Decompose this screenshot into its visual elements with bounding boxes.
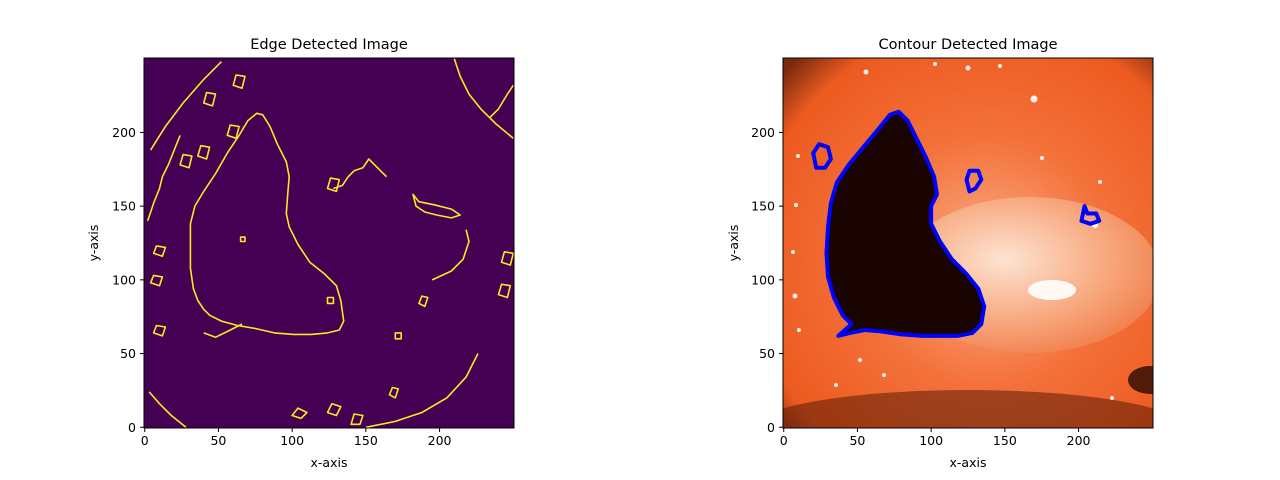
ytick-label: 150 — [751, 199, 775, 214]
edge-right-small-2 — [497, 283, 512, 299]
edge-central-region-notch — [203, 323, 243, 339]
contour-center-spot-contour — [964, 168, 984, 194]
edge-top-small-2 — [326, 402, 342, 417]
edge-right-blob-upper — [431, 229, 470, 281]
contour-panel-ylabel: y-axis — [726, 225, 741, 262]
edge-panel: Edge Detected Image 0 50 100 150 200 0 50 100 15… — [86, 37, 515, 470]
edge-bottom-right-arc — [453, 58, 514, 139]
edge-panel-title: Edge Detected Image — [250, 37, 408, 53]
contour-lumen-contour — [824, 109, 987, 338]
contour-left-spot-contour — [811, 142, 833, 170]
edge-top-small-3 — [350, 413, 364, 426]
edge-top-right-small-1 — [388, 386, 400, 399]
edge-left-small-2 — [149, 274, 164, 287]
xtick-label: 50 — [210, 433, 226, 448]
xtick-label: 100 — [280, 433, 304, 448]
edge-left-small-3 — [152, 245, 167, 258]
tissue-highlight — [1028, 280, 1076, 300]
contour-panel-xlabel: x-axis — [950, 455, 987, 470]
edge-inner-spot — [239, 236, 246, 243]
edge-right-blob-lower — [412, 193, 461, 219]
contour-right-spot-contour — [1079, 204, 1102, 226]
edge-bottom-small-2 — [232, 74, 246, 89]
edge-left-edge-chain — [146, 135, 181, 222]
edge-central-region-outline — [189, 112, 345, 336]
xtick-label: 0 — [141, 433, 149, 448]
edge-left-small-4 — [179, 153, 193, 169]
contour-panel: Contour Detected Image 0 50 100 150 200 0 50 10… — [726, 37, 1154, 470]
edge-bottom-small-1 — [202, 91, 217, 107]
edge-left-small-5 — [197, 144, 211, 160]
ytick-label: 100 — [112, 272, 136, 287]
ytick-label: 0 — [128, 420, 136, 435]
ytick-label: 200 — [751, 125, 775, 140]
edge-left-small-6 — [226, 124, 240, 140]
lumen-dark-region — [826, 111, 985, 336]
xtick-label: 150 — [993, 433, 1017, 448]
contour-panel-ticks: 0 50 100 150 200 0 50 100 150 200 — [751, 125, 1090, 448]
edge-image-background — [144, 58, 514, 428]
xtick-label: 100 — [919, 433, 943, 448]
edge-right-small-1 — [418, 295, 429, 308]
ytick-label: 50 — [759, 346, 775, 361]
ytick-label: 100 — [751, 272, 775, 287]
ytick-label: 0 — [767, 420, 775, 435]
edge-mid-bottom-fragment — [333, 158, 388, 190]
edge-panel-xlabel: x-axis — [311, 455, 348, 470]
edge-top-left-arc — [148, 391, 187, 428]
edge-top-right-small-2 — [394, 332, 402, 340]
edge-bottom-right-hook — [489, 84, 514, 119]
ytick-label: 200 — [112, 125, 136, 140]
xtick-label: 200 — [428, 433, 452, 448]
edge-mid-small-1 — [326, 296, 335, 305]
contour-lines — [811, 109, 1102, 338]
ytick-label: 150 — [112, 199, 136, 214]
edge-lines — [146, 58, 514, 428]
edge-left-small-1 — [152, 324, 167, 337]
xtick-label: 200 — [1067, 433, 1091, 448]
xtick-label: 150 — [354, 433, 378, 448]
tissue-shadow-right — [1128, 366, 1153, 394]
specular-dots — [791, 62, 1114, 400]
edge-mid-small-2 — [326, 177, 341, 193]
xtick-label: 0 — [780, 433, 788, 448]
contour-panel-title: Contour Detected Image — [879, 37, 1058, 53]
edge-panel-ylabel: y-axis — [86, 225, 101, 262]
xtick-label: 50 — [849, 433, 865, 448]
edge-panel-frame — [143, 57, 515, 429]
ytick-label: 50 — [120, 346, 136, 361]
edge-right-small-3 — [500, 251, 514, 266]
edge-top-small-1 — [291, 407, 308, 420]
tissue-image — [783, 58, 1153, 428]
tissue-shadow-bottom — [783, 390, 1153, 428]
edge-panel-ticks: 0 50 100 150 200 0 50 100 150 200 — [112, 125, 451, 448]
edge-bottom-left-arc — [149, 61, 222, 151]
edge-top-right-arc — [365, 353, 479, 428]
contour-panel-frame — [782, 57, 1154, 429]
